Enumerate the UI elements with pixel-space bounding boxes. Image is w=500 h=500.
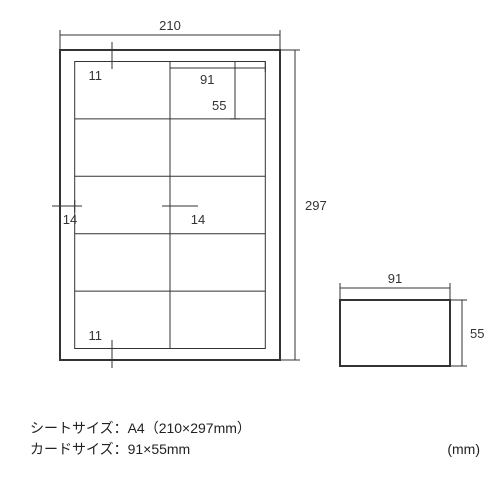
footer-text: シートサイズ：A4（210×297mm） カードサイズ：91×55mm [30,418,251,460]
dim-left-margin-label: 14 [63,212,77,227]
footer-line2: カードサイズ：91×55mm [30,439,251,460]
dim-card-height-label: 55 [212,98,226,113]
dim-card-width: 91 [170,62,265,88]
dim-center-margin-label: 14 [191,212,205,227]
dim-small-height: 55 [450,300,484,366]
dim-sheet-height-label: 297 [305,198,327,213]
dim-bottom-offset-label: 11 [89,328,103,343]
dim-sheet-width: 210 [60,18,280,50]
dim-small-width: 91 [340,271,450,300]
dim-left-margin: 14 [52,200,82,227]
dim-sheet-width-label: 210 [159,18,181,33]
footer-line1: シートサイズ：A4（210×297mm） [30,418,251,439]
dim-card-height: 55 [212,62,240,119]
dim-center-margin: 14 [162,200,205,227]
dim-small-width-label: 91 [388,271,402,286]
dim-top-offset-label: 11 [89,68,103,83]
dim-top-offset: 11 [89,42,119,83]
dim-small-height-label: 55 [470,326,484,341]
dim-card-width-label: 91 [200,72,214,87]
unit-label: (mm) [447,439,480,460]
small-card-outline [340,300,450,366]
dim-sheet-height: 297 [280,50,327,360]
